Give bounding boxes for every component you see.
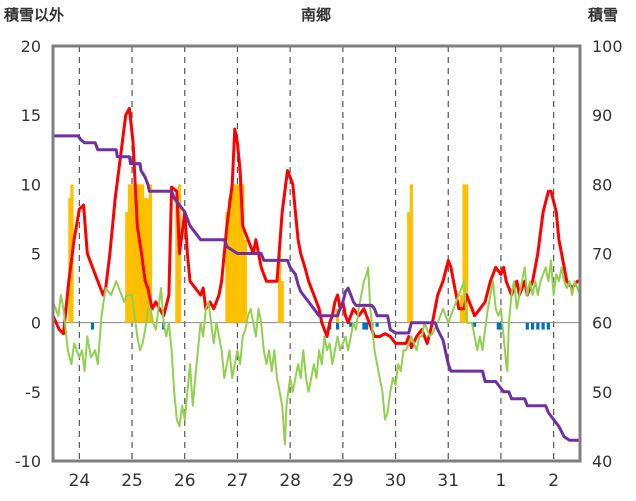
right-tick-label: 40: [592, 452, 612, 471]
snowfall-bar: [243, 239, 247, 323]
right-tick-label: 80: [592, 175, 612, 194]
day-label: 24: [69, 471, 91, 491]
snowfall-bar: [135, 184, 139, 323]
precipitation-bar: [375, 322, 379, 327]
day-label: 2: [548, 471, 559, 491]
left-tick-label: 20: [21, 37, 41, 56]
precipitation-bar: [90, 322, 95, 330]
snowfall-bar: [225, 212, 229, 323]
precipitation-bar: [362, 322, 366, 330]
snowfall-bars: [68, 184, 469, 323]
precipitation-bar: [499, 322, 503, 330]
day-label: 28: [279, 471, 301, 491]
precipitation-bar: [473, 322, 477, 327]
day-gridlines: [53, 46, 580, 461]
left-tick-label: 15: [21, 106, 41, 125]
right-tick-label: 90: [592, 106, 612, 125]
day-label: 1: [496, 471, 507, 491]
left-axis-label: 積雪以外: [3, 6, 64, 24]
snowfall-bar: [143, 198, 147, 323]
snowfall-bar: [407, 212, 411, 323]
series-lines: [51, 106, 582, 446]
plot-frame: [51, 44, 582, 463]
chart-title: 南郷: [301, 6, 331, 24]
day-label: 25: [121, 471, 143, 491]
right-tick-label: 60: [592, 314, 612, 333]
day-label: 29: [332, 471, 354, 491]
snowfall-bar: [230, 184, 234, 323]
precipitation-bar: [364, 322, 369, 330]
snowfall-bar: [130, 184, 134, 323]
precipitation-bar: [541, 322, 545, 330]
day-label: 31: [437, 471, 459, 491]
snowfall-bar: [68, 198, 72, 323]
left-tick-label: -5: [25, 383, 41, 402]
snowfall-bar: [462, 184, 466, 323]
snowfall-bar: [280, 281, 284, 323]
sunshine-line: [52, 259, 581, 446]
snowfall-bar: [278, 253, 282, 323]
precipitation-bar: [536, 322, 540, 330]
precipitation-bars: [90, 322, 550, 330]
right-tick-label: 50: [592, 383, 612, 402]
snowfall-bar: [127, 184, 132, 323]
day-label: 27: [227, 471, 249, 491]
precipitation-bar: [349, 322, 353, 327]
snowfall-bar: [146, 198, 150, 323]
snow_depth-line: [51, 134, 582, 442]
snowfall-bar: [133, 184, 137, 323]
left-tick-label: -10: [15, 452, 41, 471]
precipitation-bar: [335, 322, 340, 330]
right-tick-label: 70: [592, 245, 612, 264]
left-tick-label: 10: [21, 175, 41, 194]
left-tick-label: 5: [31, 245, 41, 264]
day-label: 26: [174, 471, 196, 491]
snowfall-bar: [175, 198, 179, 323]
temperature-line: [51, 106, 582, 350]
left-tick-label: 0: [31, 314, 41, 333]
precipitation-bar: [496, 322, 500, 330]
snowfall-bar: [125, 212, 129, 323]
precipitation-bar: [546, 322, 550, 330]
precipitation-bar: [525, 322, 529, 330]
snowfall-bar: [409, 184, 413, 323]
snowfall-bar: [227, 198, 232, 323]
precipitation-bar: [530, 322, 535, 330]
snowfall-bar: [148, 184, 153, 323]
day-label: 30: [385, 471, 407, 491]
snowfall-bar: [138, 184, 142, 323]
snowfall-bar: [465, 184, 469, 323]
right-tick-label: 100: [592, 37, 623, 56]
right-axis-label: 積雪: [587, 6, 618, 24]
